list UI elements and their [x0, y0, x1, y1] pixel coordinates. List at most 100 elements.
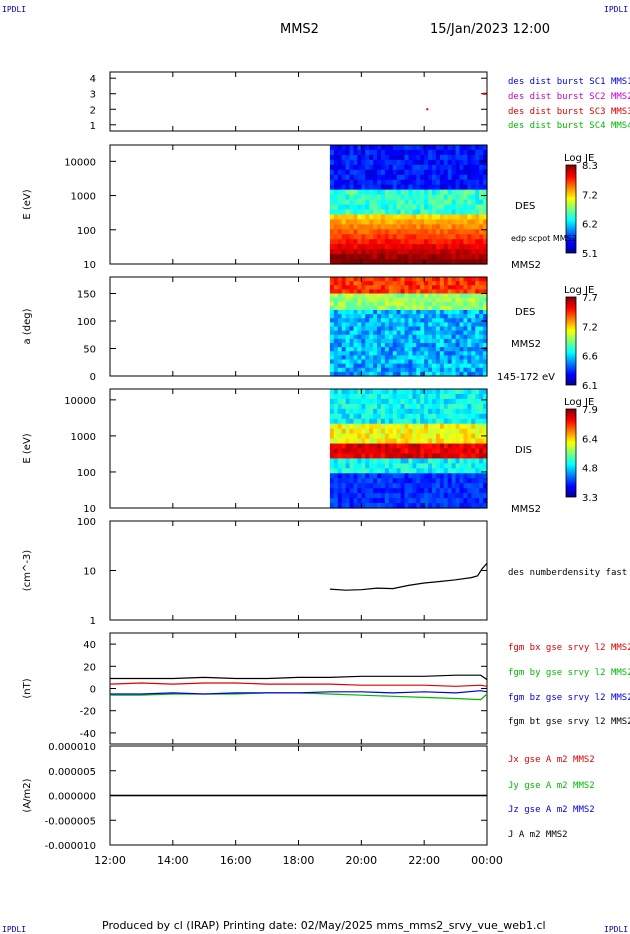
spectrogram-cell: [439, 413, 445, 420]
spectrogram-cell: [369, 433, 374, 440]
colorbar-title: Log JE: [564, 397, 594, 408]
spectrogram-cell: [471, 214, 476, 220]
spectrogram-cell: [408, 204, 413, 211]
spectrogram-cell: [432, 351, 437, 356]
spectrogram-cell: [432, 293, 437, 299]
spectrogram-cell: [400, 285, 406, 290]
spectrogram-cell: [408, 458, 413, 464]
spectrogram-cell: [396, 338, 402, 344]
spectrogram-cell: [416, 468, 421, 474]
spectrogram-cell: [443, 318, 449, 323]
spectrogram-cell: [396, 398, 402, 405]
spectrogram-cell: [420, 458, 425, 464]
spectrogram-cell: [380, 483, 386, 489]
spectrogram-cell: [424, 249, 429, 255]
spectrogram-cell: [455, 423, 461, 430]
spectrogram-cell: [428, 145, 433, 151]
spectrogram-cell: [384, 285, 390, 290]
spectrogram-cell: [435, 363, 441, 369]
colorbar-dis-energy: Log JE7.96.44.83.3: [564, 397, 598, 504]
spectrogram-cell: [412, 305, 417, 311]
spectrogram-cell: [435, 478, 441, 484]
y-axis-label: (A/m2): [22, 778, 33, 812]
spectrogram-cell: [329, 338, 335, 344]
spectrogram-cell: [373, 473, 378, 479]
spectrogram-cell: [424, 478, 429, 484]
spectrogram-cell: [361, 448, 366, 455]
spectrogram-cell: [349, 159, 355, 166]
spectrogram-cell: [388, 493, 394, 499]
spectrogram-cell: [337, 234, 343, 240]
spectrogram-cell: [369, 229, 374, 235]
spectrogram-cell: [365, 259, 370, 265]
spectrogram-cell: [459, 229, 465, 235]
spectrogram-cell: [361, 398, 366, 405]
spectrogram-cell: [349, 169, 355, 176]
spectrogram-cell: [329, 488, 335, 494]
spectrogram-cell: [463, 389, 468, 395]
spectrogram-cell: [483, 326, 488, 332]
spectrogram-cell: [361, 463, 366, 469]
legend-label: Jz gse A m2 MMS2: [508, 805, 595, 815]
spectrogram-cell: [380, 428, 386, 435]
spectrogram-cell: [424, 301, 429, 307]
spectrogram-cell: [471, 314, 476, 319]
spectrogram-cell: [396, 393, 402, 400]
spectrogram-cell: [432, 493, 437, 499]
spectrogram-cell: [435, 398, 441, 405]
spectrogram-cell: [377, 293, 382, 299]
spectrogram-cell: [357, 371, 362, 377]
spectrogram-cell: [377, 214, 382, 220]
spectrogram-cell: [424, 214, 429, 220]
spectrogram-cell: [404, 448, 410, 455]
spectrogram-cell: [365, 371, 370, 377]
spectrogram-cell: [483, 468, 488, 474]
spectrogram-cell: [396, 289, 402, 295]
spectrogram-cell: [412, 458, 417, 464]
spectrogram-cell: [447, 234, 453, 240]
spectrogram-cell: [447, 330, 453, 336]
spectrogram-cell: [337, 347, 343, 352]
spectrogram-cell: [373, 393, 378, 400]
spectrogram-cell: [388, 453, 394, 460]
spectrogram-cell: [416, 154, 421, 161]
spectrogram-cell: [404, 154, 410, 161]
spectrogram-cell: [388, 398, 394, 405]
spectrogram-cell: [392, 249, 398, 255]
spectrogram-cell: [369, 393, 374, 400]
spectrogram-cell: [361, 199, 366, 206]
spectrogram-cell: [365, 249, 370, 255]
spectrogram-cell: [329, 371, 335, 377]
spectrogram-cell: [463, 204, 468, 211]
spectrogram-cell: [380, 244, 386, 250]
spectrogram-cell: [377, 453, 382, 460]
spectrogram-cell: [404, 443, 410, 450]
spectrogram-cell: [400, 330, 406, 336]
spectrogram-cell: [451, 219, 457, 225]
spectrogram-cell: [373, 334, 378, 340]
spectrogram-cell: [353, 209, 359, 216]
spectrogram-cell: [455, 473, 461, 479]
spectrogram-cell: [416, 145, 421, 151]
spectrogram-cell: [467, 493, 472, 499]
spectrogram-cell: [341, 443, 347, 450]
spectrogram-cell: [341, 234, 347, 240]
spectrogram-cell: [471, 204, 476, 211]
spectrogram-cell: [345, 453, 351, 460]
spectrogram-cell: [463, 154, 468, 161]
spectrogram-cell: [412, 234, 417, 240]
spectrogram-cell: [400, 145, 406, 151]
spectrogram-cell: [416, 254, 421, 260]
spectrogram-cell: [443, 310, 449, 315]
spectrogram-cell: [373, 428, 378, 435]
spectrogram-cell: [463, 359, 468, 365]
spectrogram-cell: [408, 408, 413, 415]
spectrogram-cell: [333, 224, 339, 230]
spectrogram-cell: [420, 301, 425, 307]
spectrogram-cell: [337, 448, 343, 455]
spectrogram-cell: [377, 318, 382, 323]
spectrogram-cell: [373, 347, 378, 352]
spectrogram-cell: [349, 281, 355, 286]
spectrogram-cell: [329, 423, 335, 430]
spectrogram-cell: [341, 334, 347, 340]
